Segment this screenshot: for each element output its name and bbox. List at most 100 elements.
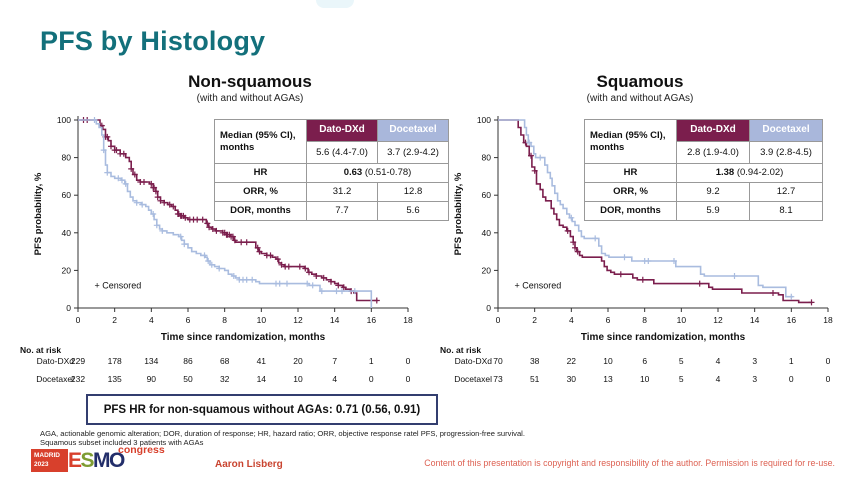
orr-docetaxel-value: 12.7 [749, 182, 823, 202]
censor-marks-docetaxel [91, 117, 358, 295]
x-tick-label: 2 [532, 315, 537, 325]
docetaxel-header: Docetaxel [377, 119, 449, 142]
at-risk-row-name: Docetaxel [454, 374, 492, 384]
y-tick-label: 80 [62, 153, 72, 163]
y-tick-label: 80 [482, 153, 492, 163]
x-tick-label: 18 [403, 315, 413, 325]
panel-title: Non-squamous [188, 72, 312, 91]
at-risk-value: 10 [639, 374, 650, 384]
x-tick-label: 16 [367, 315, 377, 325]
dor-docetaxel-value: 8.1 [749, 201, 823, 221]
hr-callout-text: PFS HR for non-squamous without AGAs: 0.… [103, 403, 421, 416]
at-risk-value: 51 [529, 374, 540, 384]
dor-label: DOR, months [214, 201, 307, 221]
y-axis-label: PFS probability, % [453, 172, 464, 255]
esmo-wordmark: ESMO [68, 449, 125, 472]
median-dato-value: 5.6 (4.4-7.0) [306, 141, 378, 164]
x-tick-label: 12 [713, 315, 723, 325]
km-chart-nonsquamous: 0 20 40 60 80 100 0 2 4 6 8 10 12 14 16 18 Time since ra… [33, 115, 413, 343]
x-tick-label: 0 [496, 315, 501, 325]
at-risk-value: 3 [752, 374, 758, 384]
hr-value: 0.63 (0.51-0.78) [306, 163, 449, 183]
stats-table-squamous: Median (95% CI), months Dato-DXd Docetax… [584, 119, 823, 221]
at-risk-value: 6 [642, 356, 648, 366]
censored-legend: + Censored [515, 280, 562, 290]
at-risk-row-name: Dato-DXd [36, 356, 74, 366]
panel-subtitle: (with and without AGAs) [196, 93, 304, 104]
at-risk-value: 41 [256, 356, 267, 366]
page-title: PFS by Histology [40, 26, 266, 56]
x-tick-label: 10 [257, 315, 267, 325]
hr-label: HR [214, 163, 307, 183]
at-risk-value: 134 [144, 356, 159, 366]
at-risk-row: 232 135 90 50 32 14 10 4 0 0 [0, 374, 844, 386]
at-risk-row-name: Docetaxel [36, 374, 74, 384]
dor-label: DOR, months [584, 201, 677, 221]
median-docetaxel-value: 3.7 (2.9-4.2) [377, 141, 449, 164]
x-axis-label: Time since randomization, months [161, 332, 326, 343]
median-label: Median (95% CI), months [584, 119, 677, 164]
at-risk-value: 13 [603, 374, 613, 384]
at-risk-value: 38 [529, 356, 540, 366]
at-risk-value: 0 [405, 356, 411, 366]
at-risk-value: 4 [715, 374, 721, 384]
km-curve-docetaxel [498, 119, 794, 298]
orr-dato-value: 9.2 [676, 182, 750, 202]
esmo-congress-logo: MADRID 2023 ESMO congress [31, 444, 165, 475]
x-tick-label: 0 [76, 315, 81, 325]
at-risk-value: 68 [219, 356, 230, 366]
dor-dato-value: 7.7 [306, 201, 378, 221]
censor-marks-dato-dxd [522, 139, 815, 306]
hr-callout: PFS HR for non-squamous without AGAs: 0.… [86, 394, 438, 425]
x-tick-label: 14 [330, 315, 340, 325]
x-tick-label: 4 [569, 315, 574, 325]
median-label: Median (95% CI), months [214, 119, 307, 164]
x-tick-label: 18 [823, 315, 833, 325]
at-risk-row: 73 51 30 13 10 5 4 3 0 0 [0, 374, 844, 386]
at-risk-value: 5 [678, 356, 684, 366]
at-risk-value: 0 [405, 374, 411, 384]
y-tick-label: 20 [482, 265, 492, 275]
at-risk-row: 70 38 22 10 6 5 4 3 1 0 [0, 356, 844, 368]
at-risk-value: 73 [493, 374, 503, 384]
median-docetaxel-value: 3.9 (2.8-4.5) [749, 141, 823, 164]
at-risk-value: 7 [332, 356, 338, 366]
orr-docetaxel-value: 12.8 [377, 182, 449, 202]
y-tick-label: 0 [486, 303, 491, 313]
at-risk-value: 14 [256, 374, 267, 384]
y-tick-label: 40 [482, 228, 492, 238]
at-risk-value: 5 [678, 374, 684, 384]
congress-label: congress [118, 444, 165, 456]
y-tick-label: 0 [66, 303, 71, 313]
panel-heading-nonsquamous: Non-squamous (with and without AGAs) [60, 72, 440, 104]
at-risk-value: 30 [566, 374, 577, 384]
copyright-notice: Content of this presentation is copyrigh… [424, 458, 835, 468]
x-tick-label: 16 [787, 315, 797, 325]
x-tick-label: 6 [186, 315, 191, 325]
at-risk-row: 229 178 134 86 68 41 20 7 1 0 [0, 356, 844, 368]
at-risk-value: 4 [332, 374, 338, 384]
censor-marks-docetaxel [526, 139, 795, 300]
footnote-squamous-subset: Squamous subset included 3 patients with… [40, 438, 204, 447]
x-tick-label: 8 [222, 315, 227, 325]
at-risk-value: 0 [825, 374, 831, 384]
panel-subtitle: (with and without AGAs) [586, 93, 694, 104]
x-tick-label: 8 [642, 315, 647, 325]
median-dato-value: 2.8 (1.9-4.0) [676, 141, 750, 164]
at-risk-value: 22 [566, 356, 577, 366]
km-chart-squamous: 0 20 40 60 80 100 0 2 4 6 8 10 12 14 16 18 Time since ra… [453, 115, 833, 343]
at-risk-value: 90 [146, 374, 157, 384]
orr-dato-value: 31.2 [306, 182, 378, 202]
at-risk-value: 0 [825, 356, 831, 366]
x-tick-label: 6 [606, 315, 611, 325]
at-risk-value: 232 [70, 374, 86, 384]
y-tick-label: 40 [62, 228, 72, 238]
x-tick-label: 10 [677, 315, 687, 325]
x-tick-label: 12 [293, 315, 303, 325]
axes: 0 20 40 60 80 100 0 2 4 6 8 10 12 14 16 18 [477, 115, 833, 325]
at-risk-value: 10 [603, 356, 613, 366]
at-risk-value: 229 [70, 356, 86, 366]
at-risk-label: No. at risk [440, 345, 482, 355]
at-risk-value: 0 [788, 374, 794, 384]
y-tick-label: 100 [477, 115, 491, 125]
